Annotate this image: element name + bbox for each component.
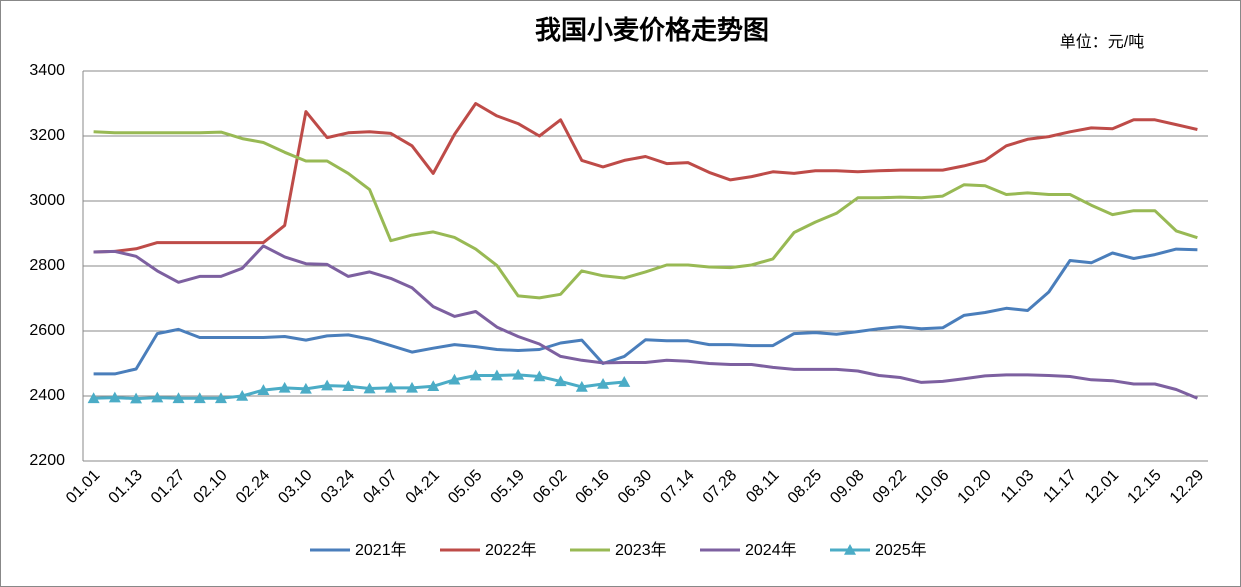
unit-note: 单位：元/吨: [1060, 33, 1144, 51]
point-marker: [130, 392, 143, 404]
y-tick-label: 2600: [29, 322, 65, 339]
point-marker: [469, 369, 482, 381]
point-marker: [321, 379, 334, 391]
point-marker: [448, 373, 461, 385]
y-tick-label: 2800: [29, 257, 65, 274]
point-marker: [427, 380, 440, 392]
series-line: [93, 130, 1198, 300]
point-marker: [108, 391, 121, 403]
point-marker: [597, 377, 610, 389]
point-marker: [342, 380, 355, 392]
series-line: [93, 247, 1198, 376]
point-marker: [193, 392, 206, 404]
point-marker: [214, 392, 227, 404]
chart-title: 我国小麦价格走势图: [535, 15, 769, 45]
legend-label: 2022年: [485, 541, 537, 559]
y-tick-label: 3400: [29, 62, 65, 79]
point-marker: [618, 376, 631, 387]
legend-label: 2024年: [745, 541, 797, 559]
point-marker: [384, 381, 397, 393]
series-line: [93, 244, 1198, 400]
point-marker: [278, 381, 291, 393]
y-tick-label: 2400: [29, 387, 65, 404]
series-line: [93, 102, 1198, 254]
legend-label: 2023年: [615, 541, 667, 559]
series-line: [93, 373, 625, 401]
point-marker: [554, 375, 567, 387]
point-marker: [87, 392, 100, 404]
point-marker: [512, 368, 525, 380]
point-marker: [236, 390, 249, 401]
legend-label: 2021年: [355, 541, 407, 559]
point-marker: [151, 391, 164, 403]
legend-marker: [844, 544, 856, 555]
point-marker: [257, 384, 270, 395]
legend-label: 2025年: [875, 541, 927, 559]
y-tick-label: 3000: [29, 192, 65, 209]
y-tick-label: 3200: [29, 127, 65, 144]
point-marker: [172, 392, 185, 404]
point-marker: [533, 370, 546, 382]
y-tick-label: 2200: [29, 452, 65, 469]
point-marker: [299, 382, 312, 394]
point-marker: [363, 382, 376, 394]
point-marker: [490, 369, 503, 381]
point-marker: [406, 381, 419, 393]
point-marker: [575, 380, 588, 392]
